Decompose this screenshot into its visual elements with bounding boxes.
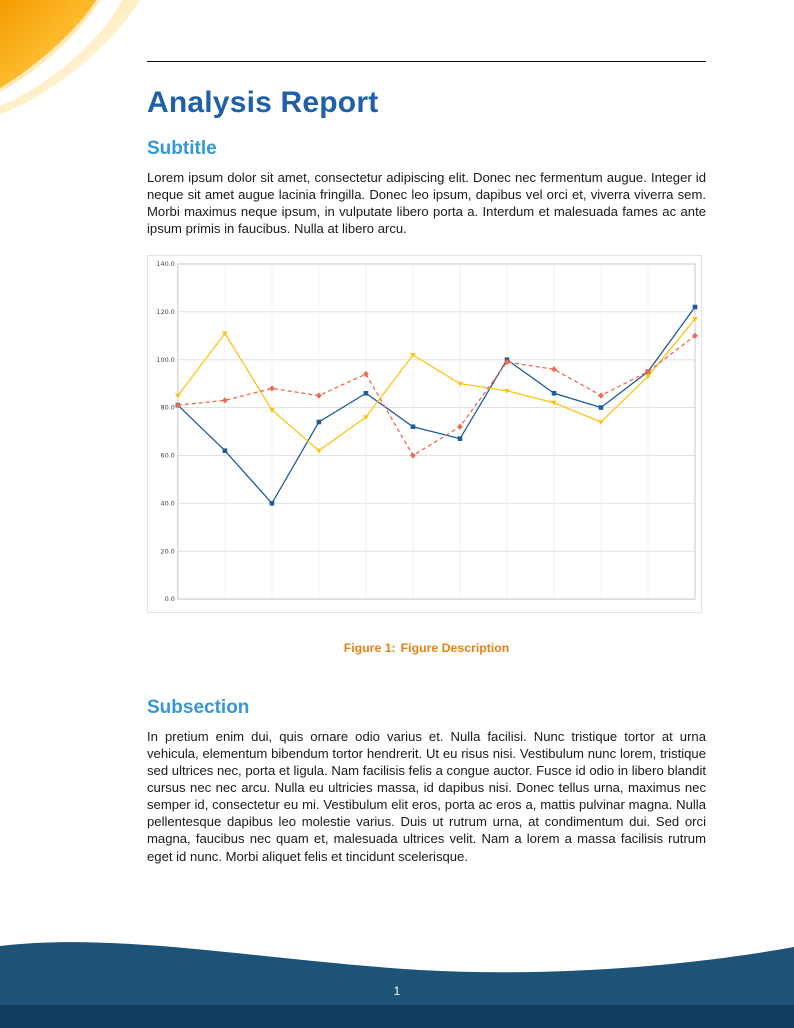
svg-text:80.0: 80.0: [160, 403, 174, 411]
top-rule: [147, 61, 706, 62]
figure-1: 0.0 20.0 40.0 60.0 80.0 100.0 120.0 140.0 Figur…: [147, 254, 706, 655]
line-chart: 0.0 20.0 40.0 60.0 80.0 100.0 120.0 140.0: [147, 254, 702, 613]
decoration-white-swoosh: [0, 0, 122, 106]
svg-text:40.0: 40.0: [160, 499, 174, 507]
page-footer: 1: [0, 908, 794, 1028]
svg-text:140.0: 140.0: [156, 260, 175, 268]
decoration-core: [0, 0, 96, 88]
line-chart-canvas: 0.0 20.0 40.0 60.0 80.0 100.0 120.0 140.0: [156, 260, 698, 603]
section-heading-subsection: Subsection: [147, 696, 250, 718]
figure-caption-text: Figure Description: [400, 640, 510, 655]
footer-wave-graphic: [0, 942, 794, 1005]
svg-text:20.0: 20.0: [160, 547, 174, 555]
figure-caption-label: Figure 1:: [343, 640, 396, 655]
page-title: Analysis Report: [147, 86, 379, 119]
page-number: 1: [393, 986, 401, 998]
paragraph-subsection: In pretium enim dui, quis ornare odio va…: [147, 728, 706, 864]
figure-caption: Figure 1: Figure Description: [147, 641, 706, 655]
section-heading-subtitle: Subtitle: [147, 138, 217, 159]
svg-text:100.0: 100.0: [156, 355, 175, 363]
document-content: Analysis Report Subtitle Lorem ipsum dol…: [147, 0, 706, 865]
paragraph-subtitle: Lorem ipsum dolor sit amet, consectetur …: [147, 170, 706, 237]
corner-decoration-graphic: [0, 0, 140, 114]
svg-text:0.0: 0.0: [165, 595, 175, 603]
svg-text:120.0: 120.0: [156, 308, 175, 316]
footer-strip: [0, 1005, 794, 1028]
svg-text:60.0: 60.0: [160, 451, 174, 459]
